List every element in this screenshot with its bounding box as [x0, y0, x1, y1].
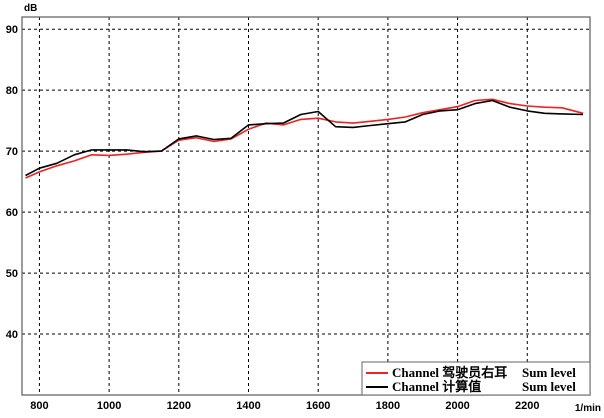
x-axis-label: 1/min	[575, 403, 601, 414]
series-line-2	[25, 99, 584, 177]
grid-lines	[22, 17, 590, 395]
x-tick-label-1200: 1200	[167, 400, 191, 412]
y-tick-label-60: 60	[6, 207, 18, 219]
y-tick-label-50: 50	[6, 268, 18, 280]
y-tick-label-40: 40	[6, 329, 18, 341]
x-tick-label-1800: 1800	[376, 400, 400, 412]
x-tick-label-2000: 2000	[445, 400, 469, 412]
legend-suffix-series-2: Sum level	[522, 379, 576, 394]
legend: Channel 驾驶员右耳 Sum level Channel 计算值 Sum …	[361, 361, 591, 396]
x-tick-label-1000: 1000	[97, 400, 121, 412]
x-tick-label-1400: 1400	[236, 400, 260, 412]
series-line-1	[25, 98, 584, 179]
y-axis-label: dB	[24, 3, 37, 14]
axis-ticks: 800 1000 1200 1400 1600 1800 2000 2200 40 50 60 70 8…	[6, 24, 540, 412]
y-tick-label-90: 90	[6, 24, 18, 36]
legend-name-series-2: Channel 计算值	[392, 379, 481, 394]
series-lines	[25, 98, 584, 179]
legend-box	[361, 361, 591, 396]
plot-area	[22, 17, 590, 395]
x-tick-label-800: 800	[30, 400, 48, 412]
y-tick-label-80: 80	[6, 85, 18, 97]
x-tick-label-2200: 2200	[515, 400, 539, 412]
plot-frame	[21, 16, 591, 396]
y-tick-label-70: 70	[6, 146, 18, 158]
x-tick-label-1600: 1600	[306, 400, 330, 412]
legend-name-series-1: Channel 驾驶员右耳	[392, 365, 507, 380]
legend-suffix-series-1: Sum level	[522, 365, 576, 380]
